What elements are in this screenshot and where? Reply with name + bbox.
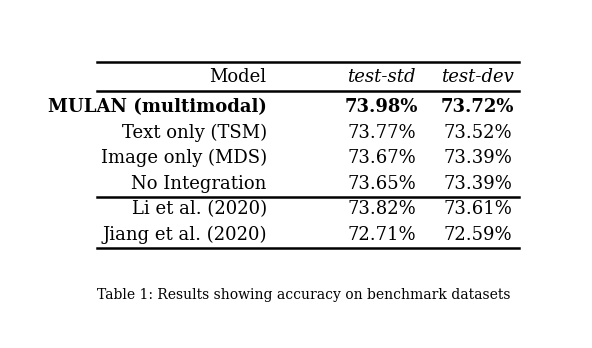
Text: 73.65%: 73.65%: [347, 175, 416, 193]
Text: 73.82%: 73.82%: [347, 200, 416, 218]
Text: Table 1: Results showing accuracy on benchmark datasets: Table 1: Results showing accuracy on ben…: [97, 288, 510, 302]
Text: 73.77%: 73.77%: [347, 124, 416, 142]
Text: No Integration: No Integration: [131, 175, 267, 193]
Text: 73.52%: 73.52%: [443, 124, 512, 142]
Text: 72.71%: 72.71%: [347, 226, 416, 244]
Text: 73.61%: 73.61%: [443, 200, 512, 218]
Text: Li et al. (2020): Li et al. (2020): [131, 200, 267, 218]
Text: 73.39%: 73.39%: [443, 175, 512, 193]
Text: 73.39%: 73.39%: [443, 149, 512, 167]
Text: 72.59%: 72.59%: [443, 226, 512, 244]
Text: Jiang et al. (2020): Jiang et al. (2020): [102, 226, 267, 244]
Text: 73.98%: 73.98%: [345, 98, 418, 117]
Text: Text only (TSM): Text only (TSM): [121, 124, 267, 142]
Text: MULAN (multimodal): MULAN (multimodal): [48, 98, 267, 117]
Text: test-dev: test-dev: [442, 68, 514, 86]
Text: Model: Model: [210, 68, 267, 86]
Text: test-std: test-std: [347, 68, 416, 86]
Text: 73.67%: 73.67%: [347, 149, 416, 167]
Text: 73.72%: 73.72%: [441, 98, 514, 117]
Text: Image only (MDS): Image only (MDS): [101, 149, 267, 167]
